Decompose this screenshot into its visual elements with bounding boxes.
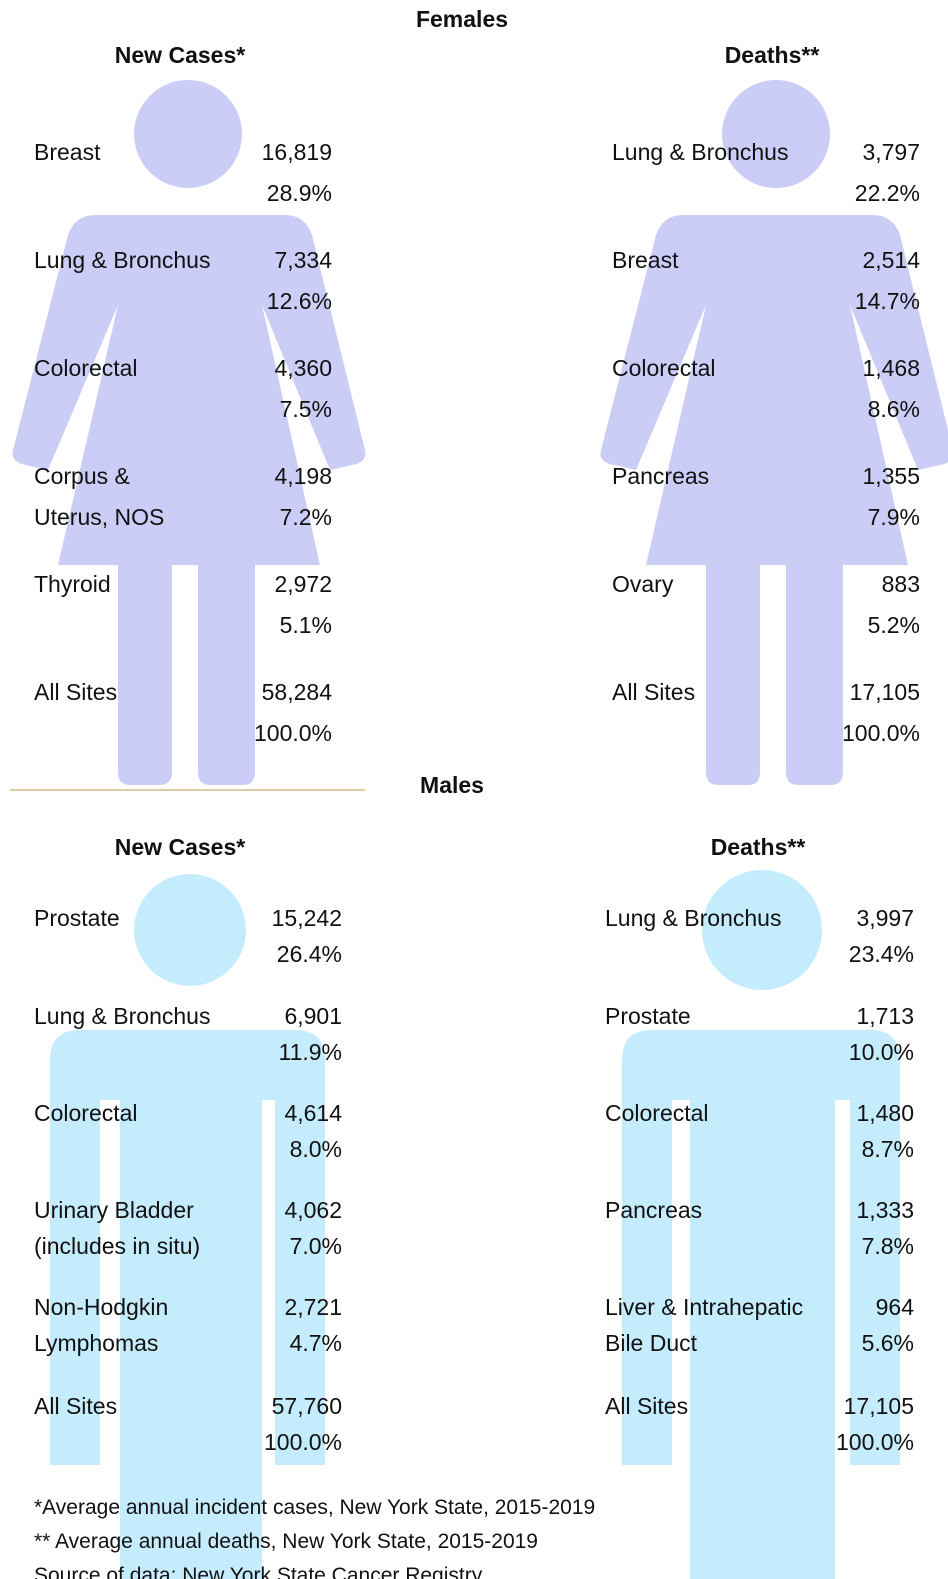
column-title: Deaths** bbox=[710, 834, 806, 860]
site-label: Lung & Bronchus bbox=[605, 905, 782, 931]
site-label: Uterus, NOS bbox=[34, 504, 165, 530]
case-percent: 7.8% bbox=[861, 1233, 914, 1259]
site-label: Corpus & bbox=[34, 463, 130, 489]
site-label: Breast bbox=[34, 139, 101, 165]
case-count: 3,997 bbox=[856, 905, 914, 931]
site-label: (includes in situ) bbox=[34, 1233, 201, 1259]
footnote: Source of data: New York State Cancer Re… bbox=[34, 1564, 483, 1579]
case-count: 2,514 bbox=[862, 247, 920, 273]
site-label: Pancreas bbox=[612, 463, 710, 489]
section-title: Males bbox=[420, 772, 484, 798]
site-label: Colorectal bbox=[34, 355, 138, 381]
case-count: 7,334 bbox=[274, 247, 332, 273]
site-label: Non-Hodgkin bbox=[34, 1294, 169, 1320]
case-count: 58,284 bbox=[261, 679, 332, 705]
case-percent: 22.2% bbox=[854, 180, 920, 206]
site-label: Colorectal bbox=[34, 1100, 138, 1126]
site-label: Urinary Bladder bbox=[34, 1197, 194, 1223]
male-figure bbox=[50, 874, 325, 1579]
case-percent: 12.6% bbox=[266, 288, 332, 314]
case-percent: 14.7% bbox=[854, 288, 920, 314]
case-count: 4,062 bbox=[284, 1197, 342, 1223]
case-count: 17,105 bbox=[843, 1393, 914, 1419]
female-figure bbox=[12, 80, 366, 785]
column-title: Deaths** bbox=[724, 42, 820, 68]
site-label: All Sites bbox=[605, 1393, 689, 1419]
site-label: Ovary bbox=[612, 571, 674, 597]
male-figure bbox=[622, 870, 900, 1579]
case-count: 2,972 bbox=[274, 571, 332, 597]
site-label: Lung & Bronchus bbox=[34, 247, 211, 273]
case-percent: 5.6% bbox=[861, 1330, 914, 1356]
case-percent: 100.0% bbox=[263, 1429, 342, 1455]
case-percent: 7.5% bbox=[279, 396, 332, 422]
case-count: 1,355 bbox=[862, 463, 920, 489]
case-count: 16,819 bbox=[261, 139, 332, 165]
site-label: Lymphomas bbox=[34, 1330, 159, 1356]
site-label: All Sites bbox=[34, 679, 118, 705]
case-percent: 11.9% bbox=[278, 1039, 342, 1065]
case-percent: 23.4% bbox=[848, 941, 914, 967]
site-label: Thyroid bbox=[34, 571, 111, 597]
site-label: Lung & Bronchus bbox=[34, 1003, 211, 1029]
case-percent: 26.4% bbox=[276, 941, 342, 967]
case-count: 1,468 bbox=[862, 355, 920, 381]
case-percent: 5.2% bbox=[867, 612, 920, 638]
case-percent: 8.7% bbox=[861, 1136, 914, 1162]
site-label: Breast bbox=[612, 247, 679, 273]
case-percent: 7.2% bbox=[279, 504, 332, 530]
case-count: 2,721 bbox=[284, 1294, 342, 1320]
site-label: All Sites bbox=[612, 679, 696, 705]
case-percent: 8.6% bbox=[867, 396, 920, 422]
column-title: New Cases* bbox=[114, 834, 246, 860]
site-label: Lung & Bronchus bbox=[612, 139, 789, 165]
site-label: Bile Duct bbox=[605, 1330, 698, 1356]
site-label: Colorectal bbox=[605, 1100, 709, 1126]
case-count: 17,105 bbox=[849, 679, 920, 705]
column-title: New Cases* bbox=[114, 42, 246, 68]
site-label: Liver & Intrahepatic bbox=[605, 1294, 804, 1320]
case-count: 15,242 bbox=[271, 905, 342, 931]
case-count: 4,198 bbox=[274, 463, 332, 489]
case-count: 883 bbox=[881, 571, 920, 597]
case-count: 3,797 bbox=[862, 139, 920, 165]
case-count: 964 bbox=[875, 1294, 914, 1320]
case-count: 1,480 bbox=[856, 1100, 914, 1126]
section-title: Females bbox=[415, 6, 509, 32]
case-percent: 7.9% bbox=[867, 504, 920, 530]
site-label: Prostate bbox=[34, 905, 120, 931]
case-percent: 5.1% bbox=[279, 612, 332, 638]
site-label: Colorectal bbox=[612, 355, 716, 381]
case-percent: 10.0% bbox=[848, 1039, 914, 1065]
site-label: Prostate bbox=[605, 1003, 691, 1029]
case-percent: 4.7% bbox=[289, 1330, 342, 1356]
site-label: All Sites bbox=[34, 1393, 118, 1419]
case-percent: 100.0% bbox=[835, 1429, 914, 1455]
case-percent: 28.9% bbox=[266, 180, 332, 206]
case-percent: 7.0% bbox=[289, 1233, 342, 1259]
case-percent: 8.0% bbox=[289, 1136, 342, 1162]
case-count: 4,360 bbox=[274, 355, 332, 381]
case-count: 57,760 bbox=[271, 1393, 342, 1419]
case-count: 4,614 bbox=[284, 1100, 342, 1126]
footnote: ** Average annual deaths, New York State… bbox=[34, 1530, 538, 1553]
case-percent: 100.0% bbox=[253, 720, 332, 746]
footnote: *Average annual incident cases, New York… bbox=[34, 1496, 596, 1519]
case-count: 1,713 bbox=[856, 1003, 914, 1029]
case-count: 1,333 bbox=[856, 1197, 914, 1223]
female-figure bbox=[600, 80, 948, 785]
site-label: Pancreas bbox=[605, 1197, 703, 1223]
case-count: 6,901 bbox=[284, 1003, 342, 1029]
case-percent: 100.0% bbox=[841, 720, 920, 746]
